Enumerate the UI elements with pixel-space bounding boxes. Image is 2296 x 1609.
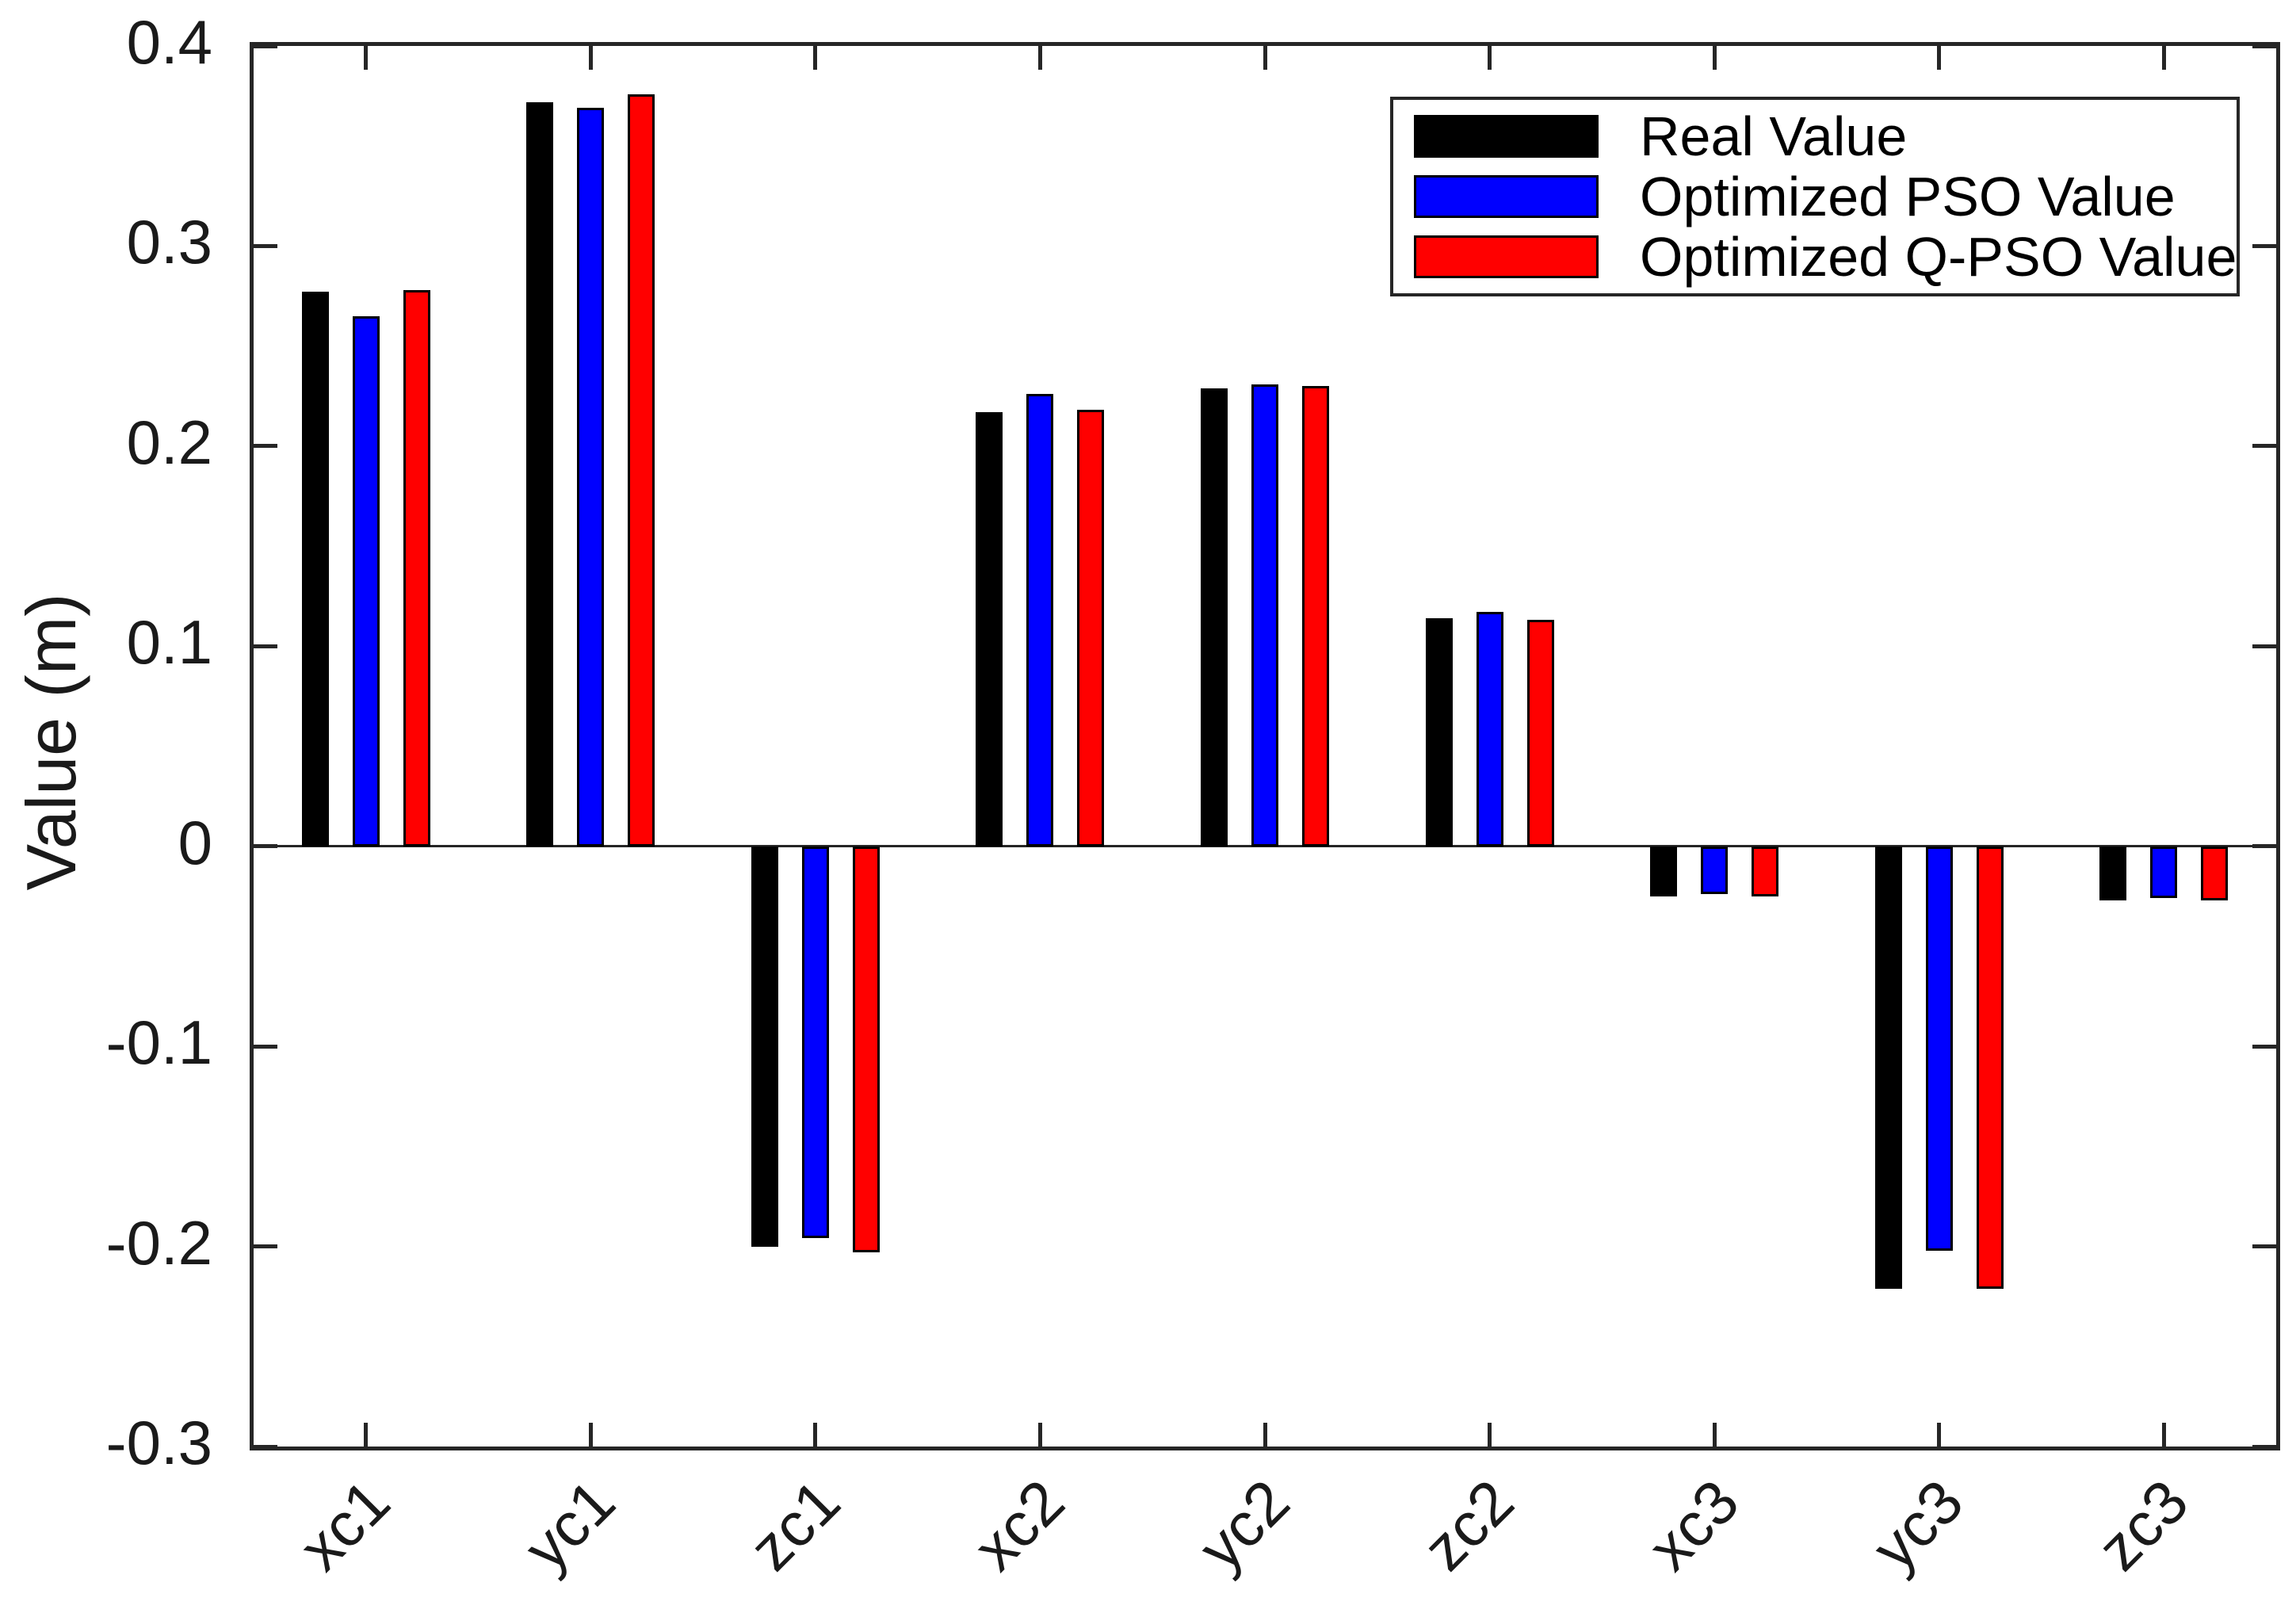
bar-yc3-optimized-q-pso-value (1976, 846, 2004, 1289)
bar-zc1-optimized-pso-value (801, 846, 829, 1239)
y-tick (254, 243, 277, 248)
y-tick (254, 44, 277, 48)
x-tick (813, 1423, 818, 1447)
y-tick-mirror (2252, 1044, 2276, 1049)
y-tick (254, 1044, 277, 1049)
bar-zc1-real-value (751, 846, 778, 1247)
x-tick (1263, 1423, 1267, 1447)
zero-baseline (254, 845, 2276, 848)
x-tick-mirror (364, 46, 369, 70)
bar-yc2-real-value (1201, 388, 1228, 847)
bar-zc1-optimized-q-pso-value (852, 846, 880, 1253)
x-tick-mirror (813, 46, 818, 70)
y-tick-label: 0.4 (126, 7, 212, 77)
bar-zc2-optimized-q-pso-value (1526, 620, 1554, 847)
legend-label-real-value: Real Value (1640, 105, 1908, 167)
legend-label-optimized-q-pso-value: Optimized Q-PSO Value (1640, 226, 2237, 288)
bar-xc3-optimized-q-pso-value (1752, 846, 1779, 896)
legend-item-optimized-q-pso-value: Optimized Q-PSO Value (1414, 229, 2237, 285)
x-tick-mirror (1937, 46, 1942, 70)
bar-yc3-real-value (1874, 846, 1902, 1289)
bar-yc2-optimized-q-pso-value (1302, 386, 1329, 847)
bar-xc2-real-value (976, 411, 1003, 847)
x-tick-label-zc1: zc1 (735, 1466, 853, 1584)
bar-zc2-optimized-pso-value (1476, 612, 1503, 847)
x-tick (2161, 1423, 2166, 1447)
x-tick-mirror (1037, 46, 1042, 70)
bar-xc2-optimized-q-pso-value (1077, 410, 1105, 847)
legend: Real Value Optimized PSO Value Optimized Q… (1390, 97, 2240, 296)
y-tick-label: 0 (178, 807, 212, 877)
legend-swatch-optimized-q-pso-value (1414, 235, 1599, 278)
legend-item-optimized-pso-value: Optimized PSO Value (1414, 166, 2229, 227)
y-tick-mirror (2252, 444, 2276, 449)
x-tick-mirror (1712, 46, 1717, 70)
y-tick-mirror (2252, 243, 2276, 248)
y-tick-mirror (2252, 1244, 2276, 1249)
x-tick (1488, 1423, 1492, 1447)
x-tick-mirror (2161, 46, 2166, 70)
x-tick (588, 1423, 593, 1447)
x-tick-label-yc1: yc1 (510, 1466, 628, 1584)
y-tick-label: 0.2 (126, 407, 212, 477)
bar-xc3-real-value (1650, 846, 1678, 896)
x-tick (1937, 1423, 1942, 1447)
x-tick-label-zc3: zc3 (2084, 1466, 2202, 1584)
legend-swatch-real-value (1414, 115, 1599, 158)
bar-xc1-real-value (301, 292, 329, 847)
bar-zc3-real-value (2099, 846, 2127, 900)
y-tick-mirror (2252, 644, 2276, 648)
y-tick (254, 844, 277, 849)
x-tick-label-zc2: zc2 (1409, 1466, 1527, 1584)
y-tick-label: -0.2 (105, 1207, 212, 1278)
y-tick (254, 444, 277, 449)
x-tick (1037, 1423, 1042, 1447)
x-tick-label-yc2: yc2 (1185, 1466, 1303, 1584)
legend-label-optimized-pso-value: Optimized PSO Value (1640, 166, 2176, 227)
y-tick (254, 1244, 277, 1249)
y-tick-mirror (2252, 844, 2276, 849)
y-tick (254, 644, 277, 648)
bar-xc1-optimized-q-pso-value (403, 289, 430, 847)
y-tick-mirror (2252, 1444, 2276, 1449)
bar-xc3-optimized-pso-value (1701, 846, 1729, 895)
x-tick-label-xc2: xc2 (960, 1466, 1078, 1584)
x-tick-mirror (1488, 46, 1492, 70)
x-tick-mirror (1263, 46, 1267, 70)
legend-swatch-optimized-pso-value (1414, 175, 1599, 218)
x-tick (364, 1423, 369, 1447)
x-tick-mirror (588, 46, 593, 70)
x-tick-label-yc3: yc3 (1859, 1466, 1977, 1584)
y-tick-label: -0.1 (105, 1007, 212, 1078)
x-tick (1712, 1423, 1717, 1447)
y-tick-label: -0.3 (105, 1408, 212, 1477)
bar-zc3-optimized-pso-value (2150, 846, 2178, 899)
bar-zc3-optimized-q-pso-value (2201, 846, 2229, 900)
x-tick-label-xc3: xc3 (1634, 1466, 1752, 1584)
legend-item-real-value: Real Value (1414, 105, 2229, 167)
y-tick-mirror (2252, 44, 2276, 48)
bar-xc2-optimized-pso-value (1026, 394, 1054, 847)
bar-yc3-optimized-pso-value (1925, 846, 1953, 1251)
y-tick-label: 0.3 (126, 207, 212, 277)
y-tick (254, 1444, 277, 1449)
y-tick-label: 0.1 (126, 607, 212, 678)
x-tick-label-xc1: xc1 (285, 1466, 403, 1584)
bar-yc1-real-value (526, 101, 554, 847)
bar-xc1-optimized-pso-value (352, 315, 380, 847)
bar-zc2-real-value (1425, 617, 1453, 847)
bar-yc1-optimized-pso-value (577, 108, 605, 847)
bar-yc2-optimized-pso-value (1251, 384, 1278, 847)
bar-yc1-optimized-q-pso-value (628, 94, 655, 847)
